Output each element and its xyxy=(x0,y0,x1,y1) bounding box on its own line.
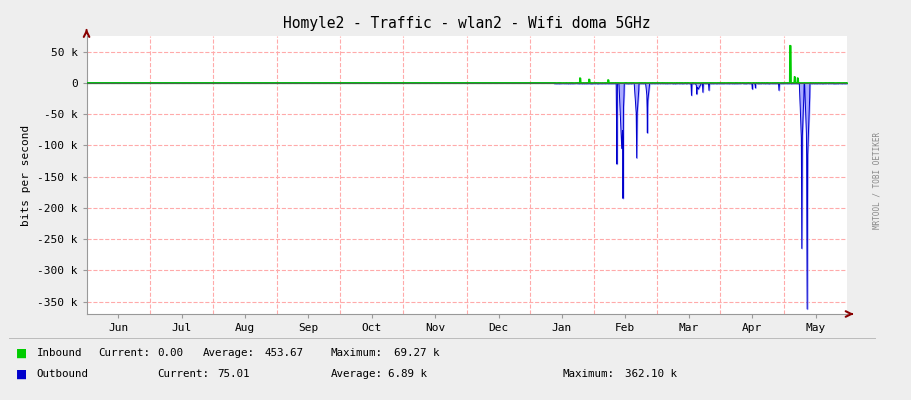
Text: 69.27 k: 69.27 k xyxy=(394,348,440,358)
Text: Current:: Current: xyxy=(158,369,210,379)
Y-axis label: bits per second: bits per second xyxy=(22,124,32,226)
Text: Maximum:: Maximum: xyxy=(331,348,383,358)
Text: 75.01: 75.01 xyxy=(217,369,250,379)
Text: 6.89 k: 6.89 k xyxy=(388,369,427,379)
Text: MRTOOL / TOBI OETIKER: MRTOOL / TOBI OETIKER xyxy=(873,132,882,228)
Text: Current:: Current: xyxy=(98,348,150,358)
Text: 362.10 k: 362.10 k xyxy=(625,369,677,379)
Title: Homyle2 - Traffic - wlan2 - Wifi doma 5GHz: Homyle2 - Traffic - wlan2 - Wifi doma 5G… xyxy=(283,16,650,31)
Text: Average:: Average: xyxy=(203,348,255,358)
Text: Average:: Average: xyxy=(331,369,383,379)
Text: 453.67: 453.67 xyxy=(264,348,303,358)
Text: ■: ■ xyxy=(16,368,27,380)
Text: ■: ■ xyxy=(16,346,27,359)
Text: 0.00: 0.00 xyxy=(158,348,184,358)
Text: Inbound: Inbound xyxy=(36,348,82,358)
Text: Maximum:: Maximum: xyxy=(563,369,615,379)
Text: Outbound: Outbound xyxy=(36,369,88,379)
